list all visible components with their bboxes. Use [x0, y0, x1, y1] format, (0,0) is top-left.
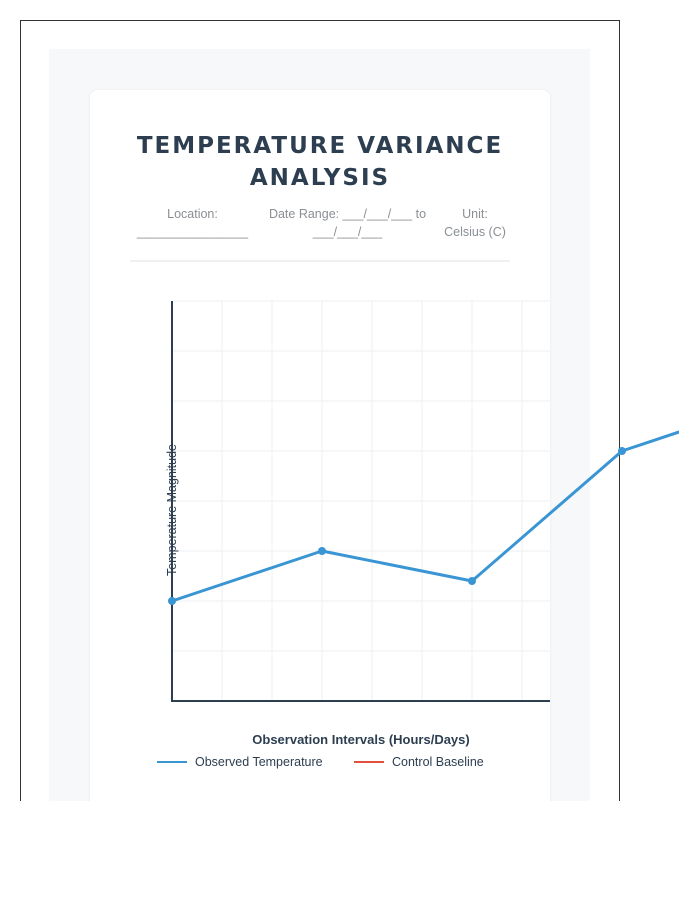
location-field: Location: ________________: [130, 205, 255, 241]
legend-swatch-observed: [157, 761, 187, 763]
chart-plot-area: [171, 300, 550, 702]
date-range-label: Date Range: ___/___/___ to: [268, 207, 427, 221]
date-range-end: ___/___/___: [312, 225, 383, 239]
legend-swatch-baseline: [354, 761, 384, 763]
viewport: TEMPERATURE VARIANCE ANALYSIS Location: …: [20, 20, 679, 801]
date-range-field: Date Range: ___/___/___ to ___/___/___: [255, 205, 440, 241]
report-card: TEMPERATURE VARIANCE ANALYSIS Location: …: [90, 90, 550, 801]
legend-label-baseline: Control Baseline: [392, 755, 484, 769]
unit-label: Unit:: [462, 207, 488, 221]
header-divider: [130, 260, 510, 262]
location-label: Location:: [167, 207, 218, 221]
legend-item-baseline: Control Baseline: [354, 753, 484, 771]
x-axis-label: Observation Intervals (Hours/Days): [252, 732, 470, 747]
location-value: ________________: [136, 225, 249, 239]
page-title: TEMPERATURE VARIANCE ANALYSIS: [136, 133, 504, 191]
legend-label-observed: Observed Temperature: [195, 755, 323, 769]
unit-value: Celsius (C): [444, 225, 506, 239]
unit-field: Unit: Celsius (C): [440, 205, 510, 241]
legend-item-observed: Observed Temperature: [157, 753, 323, 771]
